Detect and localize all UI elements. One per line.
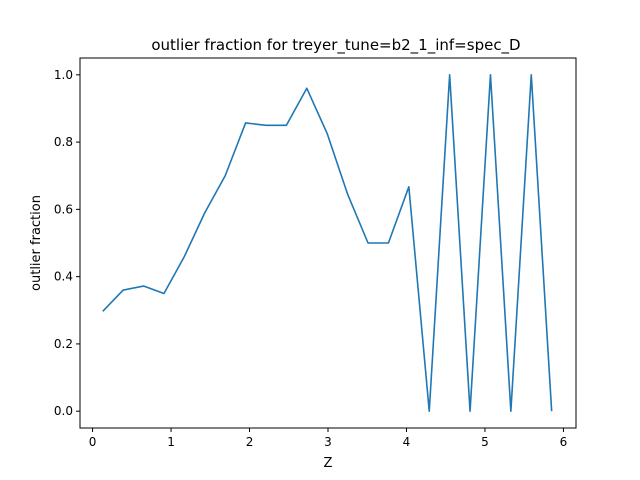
x-tick-label: 0 xyxy=(89,435,97,449)
y-tick-label: 0.4 xyxy=(54,270,73,284)
y-tick-label: 0.8 xyxy=(54,135,73,149)
y-tick-label: 0.2 xyxy=(54,337,73,351)
y-tick-label: 1.0 xyxy=(54,68,73,82)
x-axis-label: Z xyxy=(324,456,333,471)
plot-frame xyxy=(79,57,577,429)
chart-title: outlier fraction for treyer_tune=b2_1_in… xyxy=(151,36,520,55)
x-tick-label: 6 xyxy=(560,435,568,449)
x-tick-label: 5 xyxy=(481,435,489,449)
plot-area xyxy=(102,74,553,412)
x-tick-label: 3 xyxy=(324,435,332,449)
y-axis-label: outlier fraction xyxy=(29,195,44,291)
series-line-0 xyxy=(102,74,553,412)
x-tick-label: 2 xyxy=(246,435,254,449)
x-tick-label: 4 xyxy=(403,435,411,449)
y-tick-label: 0.0 xyxy=(54,404,73,418)
x-tick-label: 1 xyxy=(167,435,175,449)
y-axis: 0.0 0.2 0.4 0.6 0.8 1.0 xyxy=(54,68,80,418)
y-tick-label: 0.6 xyxy=(54,202,73,216)
x-axis: 0 1 2 3 4 5 6 xyxy=(89,428,568,449)
